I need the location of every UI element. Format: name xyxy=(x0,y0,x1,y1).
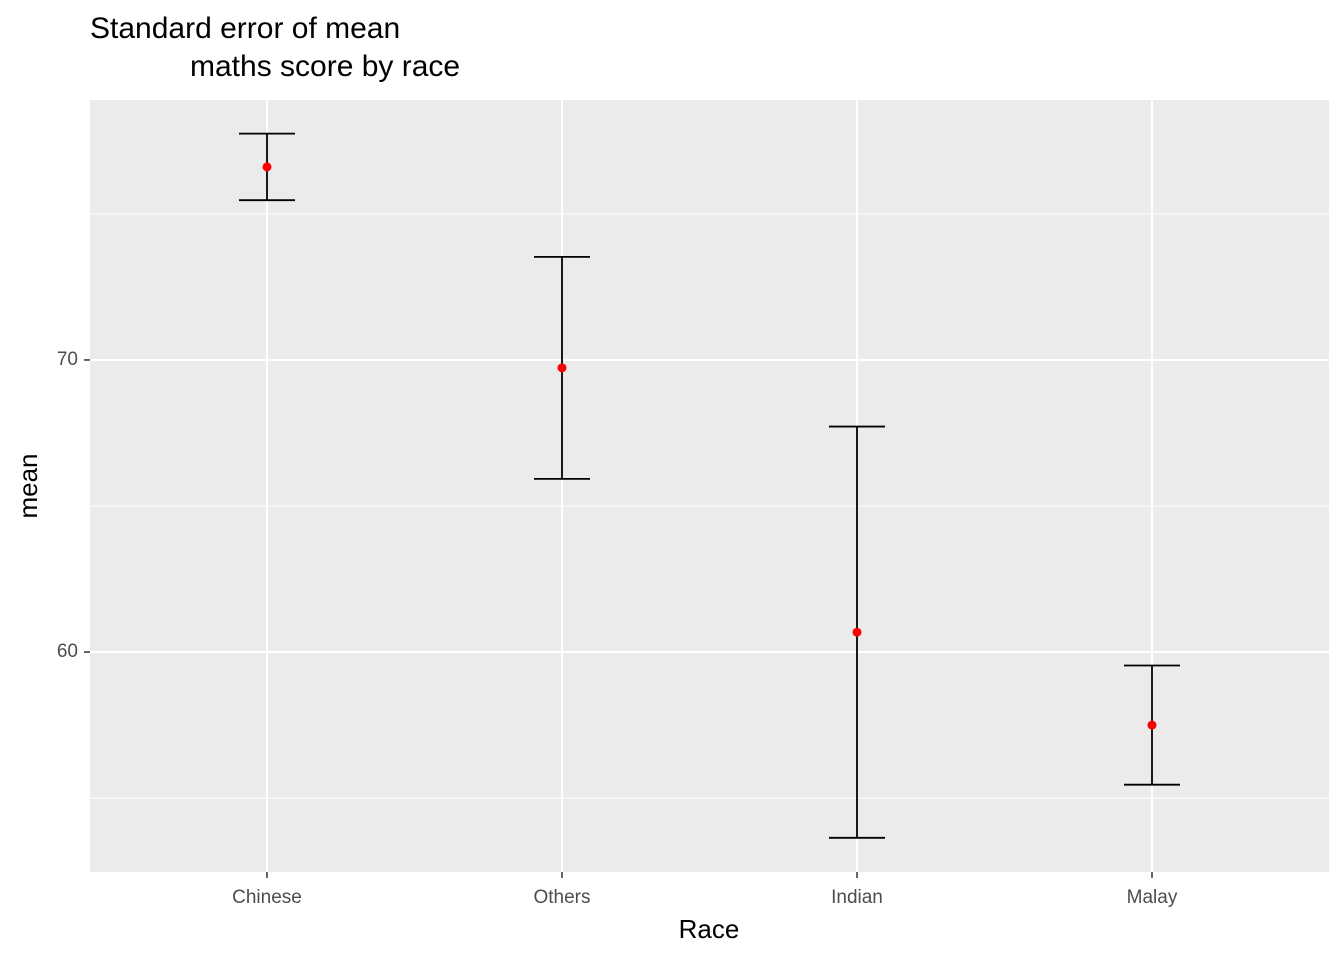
mean-point xyxy=(557,363,567,373)
chart-title: Standard error of mean xyxy=(90,12,400,45)
x-tick-label: Malay xyxy=(1127,887,1178,908)
panel xyxy=(90,100,1329,872)
x-tick-label: Others xyxy=(533,887,590,908)
x-axis-label: Race xyxy=(679,914,740,944)
mean-point xyxy=(852,627,862,637)
mean-point xyxy=(1147,720,1157,730)
x-tick-label: Chinese xyxy=(232,887,302,908)
chart-title: maths score by race xyxy=(190,50,460,83)
x-tick-label: Indian xyxy=(831,887,883,908)
mean-point xyxy=(262,162,272,172)
y-tick-label: 60 xyxy=(57,641,78,662)
y-axis-label: mean xyxy=(13,453,43,518)
y-tick-label: 70 xyxy=(57,349,78,370)
